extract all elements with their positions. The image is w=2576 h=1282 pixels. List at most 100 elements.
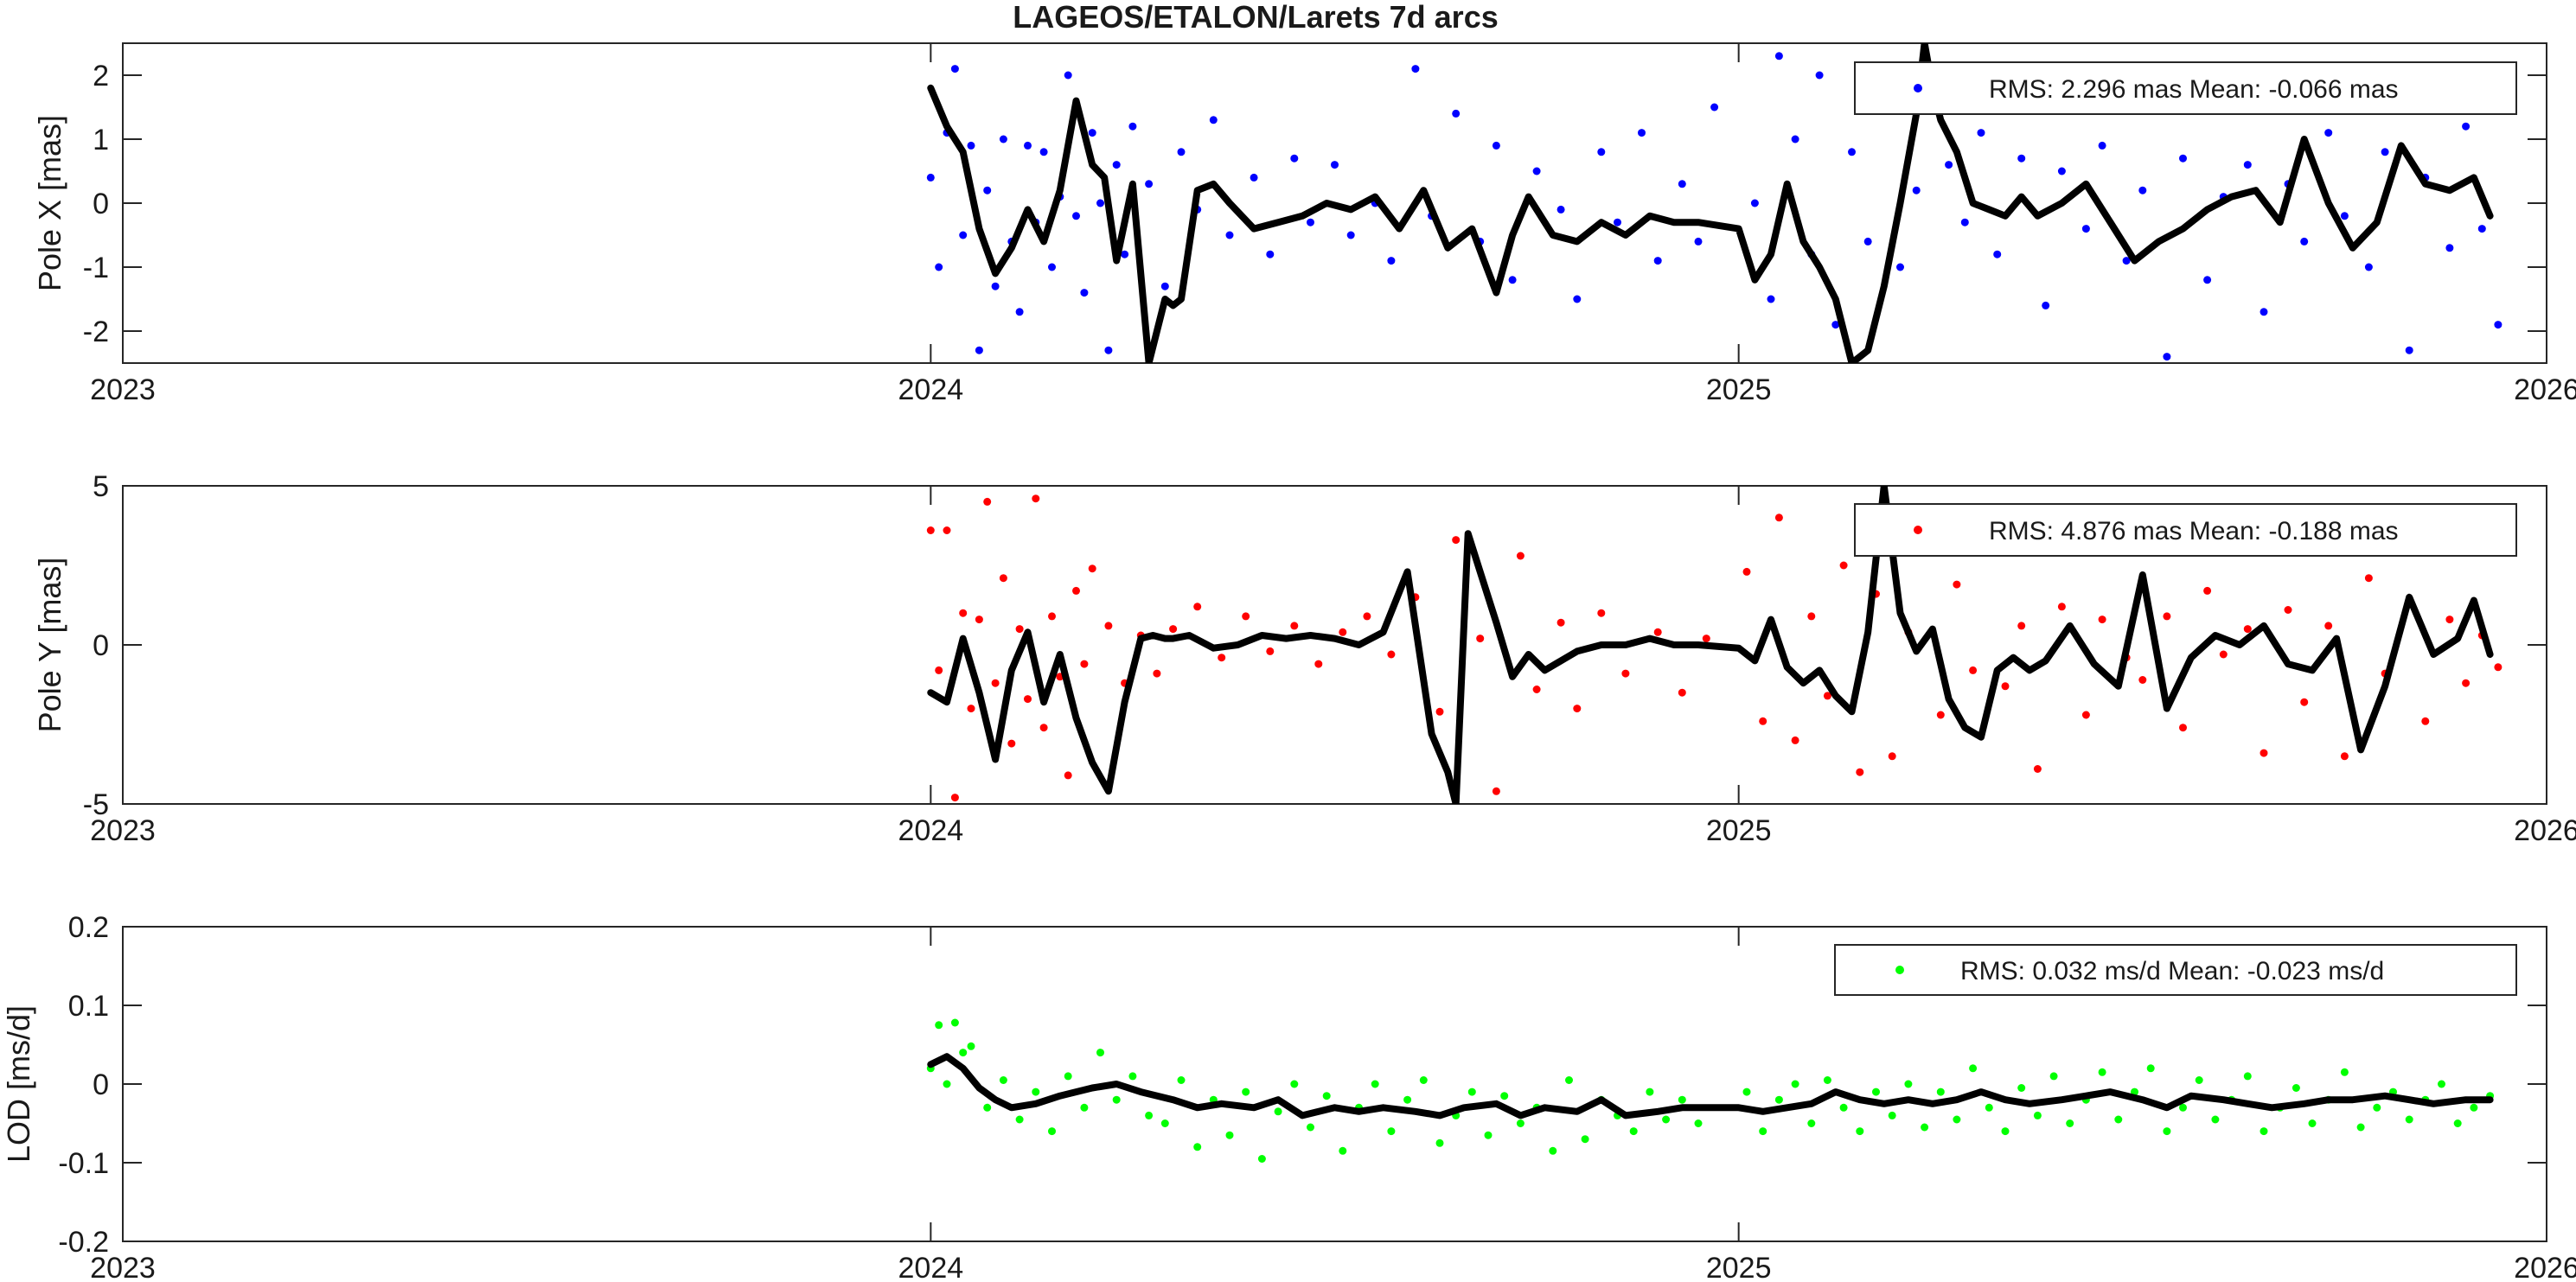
pole-x-point (991, 282, 1000, 290)
pole-x-point (1653, 257, 1662, 265)
pole-x-x-tick-label: 2024 (898, 373, 964, 406)
lod-point (1274, 1107, 1282, 1116)
pole-y-point (1104, 622, 1113, 630)
pole-y-point (1856, 768, 1864, 776)
pole-x-point (1331, 161, 1339, 169)
lod-point (1193, 1143, 1202, 1151)
lod-mean-line (927, 1053, 2494, 1119)
lod-point (2356, 1123, 2365, 1132)
pole-y-point (2081, 711, 2090, 719)
lod-point (2243, 1072, 2252, 1081)
lod-point (1936, 1087, 1945, 1096)
lod-point (1307, 1123, 1314, 1132)
pole-y-point (1339, 628, 1347, 636)
lod-point (1225, 1131, 1234, 1139)
lod-point (1257, 1155, 1266, 1163)
pole-x-point (1346, 231, 1355, 239)
pole-y-x-tick-label: 2025 (1706, 814, 1772, 847)
pole-x-point (967, 141, 975, 150)
lod-point (2017, 1084, 2026, 1092)
pole-y-point (1807, 612, 1816, 621)
pole-x-point (1614, 218, 1621, 226)
pole-x-point (2081, 225, 2090, 233)
pole-y-point (2203, 586, 2212, 595)
lod-point (1290, 1080, 1299, 1088)
pole-x-x-tick-label: 2026 (2514, 373, 2576, 406)
pole-y-point (1953, 580, 1961, 589)
lod-point (950, 1018, 959, 1027)
pole-y-point (1791, 736, 1799, 744)
pole-x-point (1452, 109, 1461, 118)
pole-y-point (2179, 724, 2187, 732)
lod-point (1678, 1095, 1686, 1104)
pole-y-point (2017, 622, 2026, 630)
pole-y-point (1823, 692, 1831, 700)
pole-x-point (1177, 148, 1186, 156)
pole-x-mean-line (927, 43, 2494, 363)
pole-x-y-tick-label: 2 (93, 60, 109, 92)
pole-x-point (1290, 154, 1299, 163)
pole-y-point (1573, 705, 1582, 713)
pole-x-ticks: 2023 2024 2025 2026 -2 -1 0 1 2 (83, 43, 2576, 406)
lod-point (1064, 1072, 1072, 1081)
pole-y-y-tick-label: 5 (93, 470, 109, 503)
lod-y-tick-label: -0.1 (58, 1147, 109, 1180)
lod-point (1096, 1049, 1104, 1057)
figure-title: LAGEOS/ETALON/Larets 7d arcs (1013, 0, 1498, 35)
pole-x-point (950, 65, 959, 73)
pole-x-point (2017, 154, 2026, 163)
pole-x-point (2381, 148, 2389, 156)
pole-x-point (1638, 129, 1646, 137)
lod-point (1969, 1064, 1978, 1073)
pole-x-y-tick-label: -2 (83, 316, 109, 348)
lod-point (967, 1042, 975, 1050)
pole-x-point (1048, 263, 1056, 271)
pole-y-point (2364, 574, 2373, 583)
pole-x-point (1694, 237, 1703, 246)
pole-x-point (1532, 167, 1541, 175)
lod-points (926, 1018, 2495, 1163)
pole-x-point (2243, 161, 2252, 169)
pole-x-point (2057, 167, 2066, 175)
lod-point (2308, 1119, 2317, 1127)
lod-panel: 2023 2024 2025 2026 -0.2 -0.1 0 0.1 0.2 LOD [ms/… (1, 911, 2576, 1282)
pole-x-x-tick-label: 2025 (1706, 373, 1772, 406)
pole-x-point (1225, 231, 1234, 239)
lod-point (2211, 1115, 2220, 1124)
lod-point (1080, 1103, 1089, 1112)
pole-x-point (1678, 180, 1686, 188)
lod-point (1128, 1072, 1137, 1081)
lod-point (1467, 1087, 1476, 1096)
pole-x-point (1896, 263, 1904, 271)
pole-x-y-tick-label: 0 (93, 188, 109, 220)
lod-point (999, 1076, 1007, 1084)
pole-y-point (935, 666, 943, 674)
pole-y-legend-text: RMS: 4.876 mas Mean: -0.188 mas (1989, 517, 2399, 545)
lod-point (1160, 1119, 1169, 1127)
pole-x-point (2179, 154, 2187, 163)
lod-point (2114, 1115, 2123, 1124)
pole-y-point (1839, 561, 1848, 570)
pole-y-point (2260, 749, 2268, 757)
pole-x-point (1064, 71, 1072, 80)
pole-x-point (1597, 148, 1606, 156)
pole-y-point (2057, 603, 2066, 611)
pole-y-point (2494, 663, 2502, 672)
pole-y-point (1153, 669, 1161, 678)
lod-point (2033, 1111, 2042, 1119)
pole-y-point (950, 794, 959, 802)
pole-x-point (2098, 141, 2106, 150)
lod-point (1921, 1123, 1929, 1132)
pole-y-point (1653, 628, 1662, 636)
pole-x-point (1128, 122, 1137, 131)
lod-point (1516, 1119, 1525, 1127)
pole-x-point (2042, 301, 2050, 309)
pole-x-legend: RMS: 2.296 mas Mean: -0.066 mas (1854, 61, 2517, 115)
pole-x-ylabel: Pole X [mas] (32, 115, 67, 291)
pole-x-point (1121, 250, 1129, 258)
pole-y-point (2445, 615, 2454, 624)
lod-point (2292, 1084, 2300, 1092)
pole-y-point (1088, 564, 1096, 573)
pole-x-point (1112, 161, 1121, 169)
pole-y-point (959, 609, 968, 617)
